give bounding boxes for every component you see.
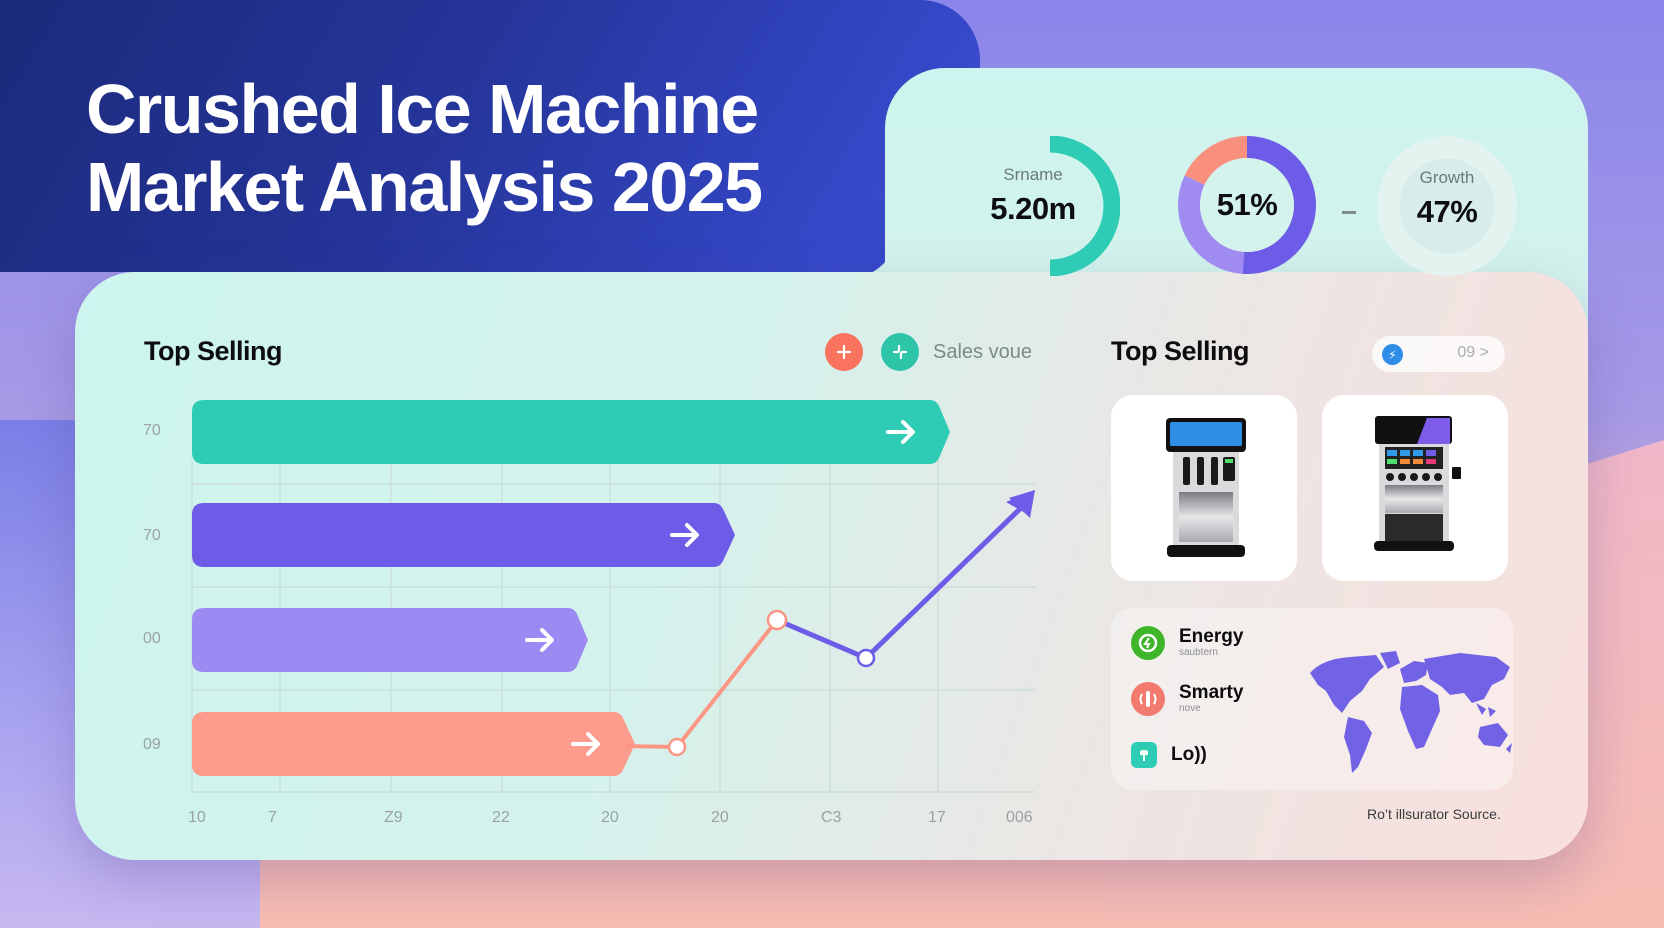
bar-4 [192, 712, 635, 776]
x-tick: 006 [1006, 809, 1033, 826]
feature-smarty[interactable]: Smarty nove [1131, 682, 1243, 716]
source-caption: Ro’t illsurator Source. [1367, 806, 1501, 822]
device-icon [1131, 742, 1157, 768]
x-tick: 17 [928, 809, 946, 826]
bars [192, 400, 950, 776]
kpi-donut-chart [1178, 136, 1316, 274]
ice-machine-icon [1166, 418, 1246, 557]
feature-energy[interactable]: Energy saubtern [1131, 626, 1243, 660]
ice-machine-icon [1374, 416, 1461, 551]
kpi-separator [1342, 211, 1356, 214]
product-card-1[interactable] [1111, 395, 1297, 581]
x-tick: 7 [268, 809, 277, 826]
x-tick: 20 [601, 809, 619, 826]
bolt-icon: ⚡ [1382, 344, 1403, 365]
y-tick: 70 [143, 527, 161, 544]
x-tick: 10 [188, 809, 206, 826]
title-line-2: Market Analysis 2025 [86, 148, 763, 226]
split-icon [892, 344, 908, 360]
feature-title: Lo)) [1171, 744, 1207, 765]
legend-series-a-button[interactable] [825, 333, 863, 371]
kpi-units-label: Srname [1003, 165, 1063, 184]
pager-label: 09 > [1457, 344, 1489, 361]
energy-leaf-icon [1131, 626, 1165, 660]
bar-2 [192, 503, 735, 567]
smart-signal-icon [1131, 682, 1165, 716]
x-tick: Z9 [384, 809, 403, 826]
world-map [1310, 651, 1512, 773]
legend-series-b-button[interactable] [881, 333, 919, 371]
y-tick: 00 [143, 630, 161, 647]
product-card-2[interactable] [1322, 395, 1508, 581]
feature-title: Energy [1179, 626, 1244, 647]
feature-lo[interactable]: Lo)) [1131, 742, 1207, 768]
x-tick: 22 [492, 809, 510, 826]
split-icon [836, 344, 852, 360]
kpi-growth-label: Growth [1419, 168, 1475, 187]
features-card [1111, 608, 1513, 790]
feature-subtitle: nove [1179, 703, 1201, 714]
page-title: Crushed Ice Machine Market Analysis 2025 [86, 70, 763, 226]
y-tick: 70 [143, 422, 161, 439]
products-title: Top Selling [1111, 336, 1250, 366]
x-tick: 20 [711, 809, 729, 826]
bar-arrow-icons [525, 420, 915, 756]
kpi-share: 51% [1177, 135, 1317, 275]
kpi-units-value: 5.20m [990, 191, 1076, 226]
kpi-growth: Growth 47% [1377, 136, 1517, 276]
title-banner: Crushed Ice Machine Market Analysis 2025 [0, 0, 980, 272]
kpi-arc-gauge [1049, 136, 1120, 276]
feature-title: Smarty [1179, 682, 1244, 703]
trend-line [624, 490, 1035, 757]
x-tick: C3 [821, 809, 842, 826]
products-pager[interactable]: ⚡ 09 > [1372, 336, 1505, 372]
legend-label: Sales voue [933, 341, 1032, 363]
title-line-1: Crushed Ice Machine [86, 70, 759, 148]
kpi-growth-value: 47% [1416, 194, 1478, 229]
y-tick: 09 [143, 736, 161, 753]
chart-title: Top Selling [144, 336, 283, 366]
kpi-share-value: 51% [1216, 187, 1278, 222]
bar-3 [192, 608, 588, 672]
bar-chart [191, 400, 1035, 793]
bar-1 [192, 400, 950, 464]
kpi-units: Srname 5.20m [968, 165, 1098, 227]
feature-subtitle: saubtern [1179, 647, 1218, 658]
